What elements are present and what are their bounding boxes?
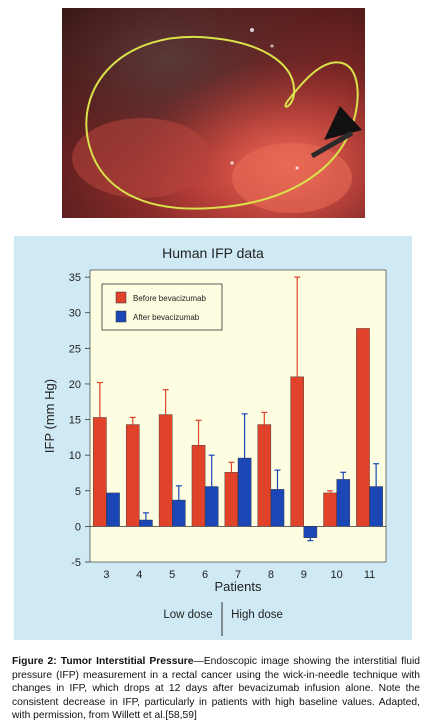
bar-before	[224, 472, 239, 527]
bar-after	[139, 519, 153, 527]
y-tick-label: 30	[69, 308, 81, 320]
x-tick-label: 7	[235, 569, 241, 581]
y-tick-label: 0	[75, 521, 81, 533]
bar-after	[204, 486, 219, 527]
caption-text: —Endoscopic image showing the interstiti…	[12, 656, 420, 722]
legend-label-before: Before bevacizumab	[133, 294, 206, 303]
x-tick-label: 3	[103, 569, 109, 581]
y-tick-label: 5	[75, 486, 81, 498]
caption-title: Figure 2: Tumor Interstitial Pressure	[12, 656, 194, 667]
x-axis-label: Patients	[215, 579, 262, 594]
ifp-bar-chart: Human IFP data -5 0 5 10 15 20 25 30 35 3 4 5 6 7 8 9 1…	[42, 245, 387, 636]
x-tick-label: 5	[169, 569, 175, 581]
x-tick-label: 4	[136, 569, 142, 581]
bar-after	[336, 479, 351, 527]
legend-swatch-after	[115, 310, 127, 323]
y-tick-label: 15	[69, 415, 81, 427]
chart-title: Human IFP data	[162, 245, 264, 261]
x-tick-label: 8	[268, 569, 274, 581]
x-axis: 3 4 5 6 7 8 9 10 11	[103, 569, 375, 581]
x-tick-label: 9	[301, 569, 307, 581]
bar-before	[290, 376, 304, 527]
dose-group-high-label: High dose	[231, 609, 283, 621]
bar-before	[323, 492, 337, 527]
figure-caption: Figure 2: Tumor Interstitial Pressure—En…	[12, 655, 420, 723]
bar-before	[356, 328, 370, 527]
bar-before	[158, 414, 173, 527]
bar-before	[257, 424, 272, 527]
bar-after	[270, 489, 285, 527]
bar-after	[303, 526, 318, 538]
dose-group-low-label: Low dose	[163, 609, 212, 621]
legend: Before bevacizumab After bevacizumab	[101, 283, 223, 331]
y-tick-label: 20	[69, 379, 81, 391]
bar-series	[93, 276, 383, 542]
y-axis-label: IFP (mm Hg)	[42, 379, 57, 453]
legend-box	[101, 283, 223, 331]
bar-before	[125, 424, 140, 527]
y-tick-label: -5	[71, 557, 81, 569]
bar-before	[93, 417, 107, 527]
bar-after	[172, 499, 186, 527]
bar-after	[106, 492, 120, 527]
x-tick-label: 11	[364, 569, 375, 581]
legend-label-after: After bevacizumab	[133, 313, 200, 322]
chart-panel: Human IFP data -5 0 5 10 15 20 25 30 35 3 4 5 6 7 8 9 1…	[14, 236, 412, 640]
endoscopic-photo-illustration	[62, 8, 365, 218]
bar-after	[369, 486, 383, 527]
y-tick-label: 10	[69, 450, 81, 462]
x-tick-label: 10	[331, 569, 343, 581]
bar-after	[237, 457, 252, 527]
legend-swatch-before	[115, 291, 127, 304]
y-tick-label: 25	[69, 343, 81, 355]
bar-before	[191, 444, 206, 527]
y-tick-label: 35	[69, 272, 81, 284]
endoscopic-image	[62, 8, 365, 218]
x-tick-label: 6	[202, 569, 208, 581]
